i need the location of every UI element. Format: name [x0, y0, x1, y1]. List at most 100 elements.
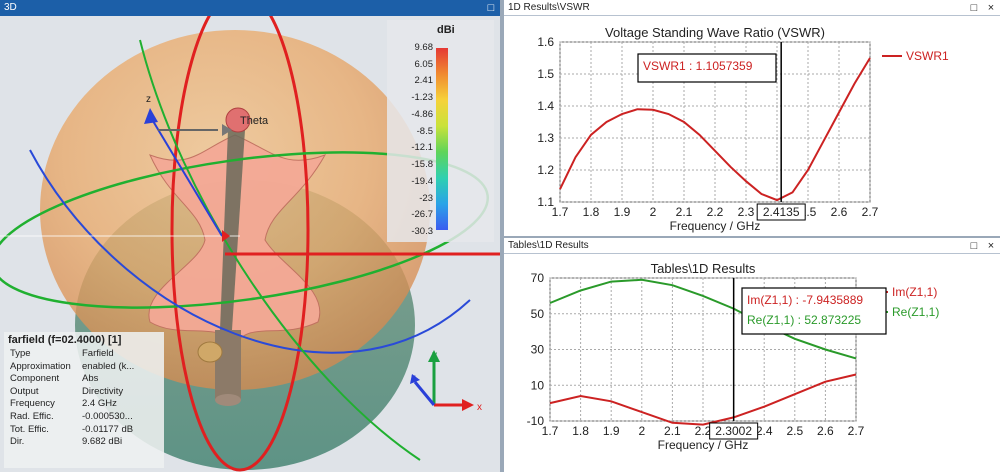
legend-tick-label: 9.68	[414, 42, 434, 53]
x-tick-label: 2.3	[738, 205, 755, 219]
maximize-icon[interactable]: □	[970, 240, 978, 252]
info-key: Component	[10, 373, 60, 385]
annotation-text: VSWR1 : 1.1057359	[643, 59, 753, 73]
annotation-text: Re(Z1,1) : 52.873225	[747, 313, 861, 327]
info-title: farfield (f=02.4000) [1]	[8, 334, 122, 346]
series-line-0	[559, 57, 871, 202]
info-row: Frequency 2.4 GHz	[10, 398, 138, 411]
theta-label: Theta	[240, 115, 269, 127]
y-tick-label: 10	[531, 378, 545, 392]
view3d-window-buttons: □	[484, 0, 498, 16]
vswr-titlebar[interactable]: 1D Results\VSWR □ ×	[504, 0, 1000, 16]
tables-pane[interactable]: Tables\1D Results □ × Tables\1D Results 1…	[504, 238, 1000, 472]
legend-tick-label: -4.86	[411, 108, 433, 120]
info-value: -0.000530...	[82, 410, 133, 422]
cable-end	[215, 394, 241, 406]
theta-marker	[225, 107, 251, 133]
maximize-icon[interactable]: □	[970, 2, 978, 14]
x-tick-label: 1.9	[603, 424, 620, 438]
close-icon[interactable]: ×	[987, 2, 995, 14]
info-value: Farfield	[82, 348, 114, 359]
x-tick-label: 2.2	[707, 205, 724, 219]
chart-title: Voltage Standing Wave Ratio (VSWR)	[605, 25, 825, 40]
info-value: 9.682 dBi	[82, 436, 123, 448]
x-tick-label: 1.8	[583, 205, 600, 219]
legend-tick-label: -26.7	[411, 209, 433, 221]
z-axis-label: z	[146, 94, 151, 105]
info-key: Output	[10, 385, 39, 397]
close-icon[interactable]: ×	[987, 240, 995, 252]
legend-tick-label: 6.05	[414, 58, 434, 70]
info-value: Directivity	[82, 385, 124, 397]
legend-tick-label: -12.1	[411, 142, 433, 154]
vswr-chart[interactable]: Voltage Standing Wave Ratio (VSWR) 1.7 1.8…	[504, 16, 1000, 236]
annotation-box	[637, 53, 777, 83]
x-axis-arrow	[222, 230, 230, 242]
legend-entry: Re(Z1,1)	[892, 305, 939, 319]
farfield-info-box: farfield (f=02.4000) [1] Type Farfield App…	[4, 332, 164, 468]
info-value: 2.4 GHz	[82, 398, 117, 410]
green-meridian	[139, 39, 421, 461]
y-tick-label: 1.2	[537, 163, 554, 177]
marker-label: 2.3002	[715, 424, 752, 438]
x-tick-label: 2	[638, 424, 645, 438]
connector-ring	[197, 341, 223, 363]
triad-z-arrow	[410, 374, 420, 384]
series-line-0	[549, 373, 857, 426]
x-tick-label: 2.6	[831, 205, 848, 219]
legend-tick-label: -15.8	[411, 159, 433, 171]
info-row: Rad. Effic. -0.000530...	[10, 411, 138, 424]
info-row: Tot. Effic. -0.01177 dB	[10, 424, 138, 437]
x-tick-label: 1.9	[614, 205, 631, 219]
y-tick-label: 1.1	[537, 195, 554, 209]
x-axis-label: Frequency / GHz	[670, 219, 761, 233]
y-tick-label: 70	[531, 271, 545, 285]
x-tick-label: 2.4	[756, 424, 773, 438]
y-tick-label: 50	[531, 307, 545, 321]
y-tick-label: 30	[531, 343, 545, 357]
triad-z-axis	[413, 381, 436, 406]
legend-entry: VSWR1	[906, 49, 949, 63]
info-row: Component Abs	[10, 373, 138, 386]
info-row: Approximation enabled (k...	[10, 361, 138, 374]
tables-titlebar[interactable]: Tables\1D Results □ ×	[504, 238, 1000, 254]
triad-x-label: x	[477, 402, 482, 413]
legend-tick-label: -19.4	[411, 175, 433, 187]
annotation-box	[741, 287, 887, 335]
impedance-chart[interactable]: Tables\1D Results1.71.81.922.12.22.32.42…	[504, 254, 1000, 472]
marker-label: 2.4135	[763, 205, 800, 219]
y-tick-label: 1.3	[537, 131, 554, 145]
view3d-titlebar[interactable]: 3D □	[0, 0, 500, 16]
maximize-icon[interactable]: □	[487, 2, 495, 14]
series-line-1	[549, 278, 857, 360]
legend-tick-label: -1.23	[411, 92, 433, 104]
info-key: Tot. Effic.	[10, 423, 49, 435]
x-tick-label: 2.5	[786, 424, 803, 438]
info-table: Type Farfield Approximation enabled (k... Co…	[10, 348, 138, 449]
vertical-splitter[interactable]	[500, 0, 504, 472]
view3d-title: 3D	[4, 2, 17, 13]
triad-y-arrow	[428, 350, 440, 362]
feed-cable	[215, 330, 241, 400]
farfield-3d-view[interactable]: 3D □	[0, 0, 500, 472]
y-tick-label: -10	[527, 414, 545, 428]
info-row: Output Directivity	[10, 386, 138, 399]
marker-label-box	[709, 422, 759, 440]
marker-label-box	[756, 203, 806, 221]
info-key: Dir.	[10, 436, 25, 448]
info-row: Type Farfield	[10, 348, 138, 361]
triad-z-label: z	[411, 373, 416, 384]
x-tick-label: 1.7	[542, 424, 559, 438]
info-row: Dir. 9.682 dBi	[10, 436, 138, 449]
color-scale-legend: dBi 9.68 6.05 2.41 -1.23 -4.86 -8.5 -12.1 -15.8…	[387, 20, 494, 242]
legend-tick-label: -23	[419, 192, 433, 204]
vswr-pane[interactable]: 1D Results\VSWR □ × Voltage Standing Wav…	[504, 0, 1000, 236]
triad-y-label: y	[432, 350, 437, 361]
tables-pane-title: Tables\1D Results	[508, 240, 589, 251]
y-tick-label: 1.6	[537, 35, 554, 49]
horizontal-splitter[interactable]	[504, 236, 1000, 238]
legend-unit: dBi	[437, 24, 455, 36]
info-key: Type	[10, 348, 31, 359]
x-tick-label: 1.7	[552, 205, 569, 219]
theta-arrow	[222, 124, 232, 136]
